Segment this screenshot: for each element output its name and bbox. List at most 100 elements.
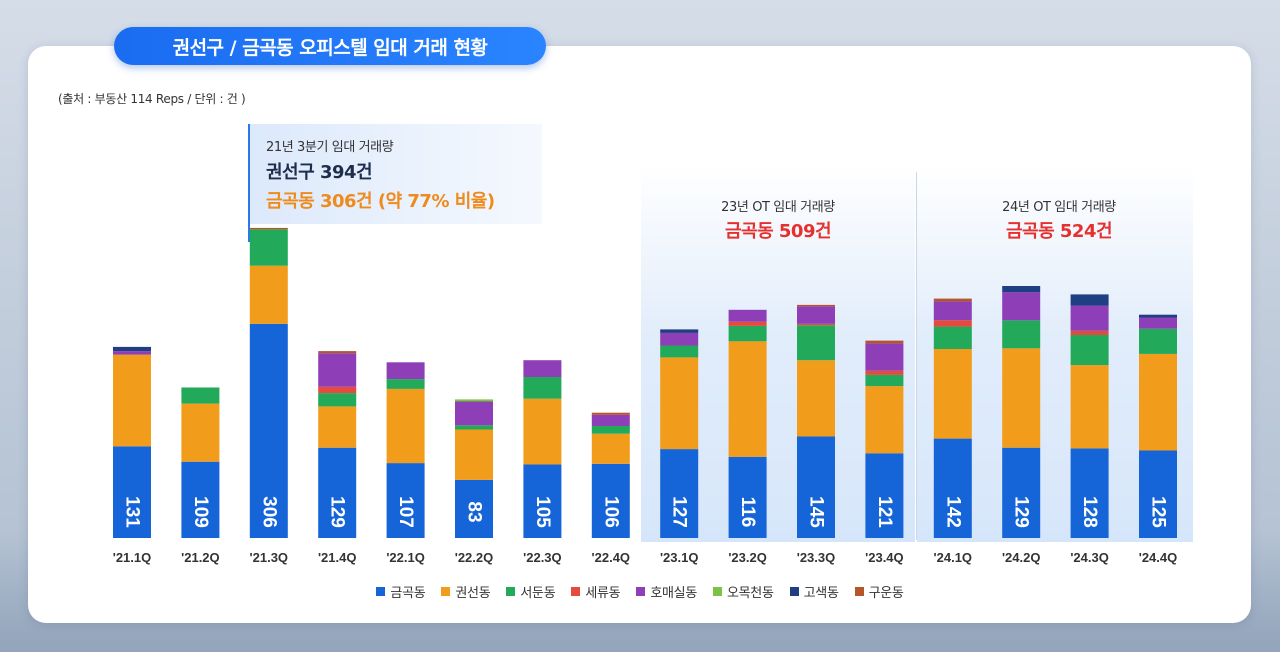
highlight-gwonseon-total: 권선구 394건	[266, 162, 373, 183]
bar-segment-4-1	[386, 388, 425, 464]
bar-segment-12-2	[933, 326, 972, 349]
x-tick-label: '24.1Q	[934, 550, 973, 565]
legend-item: 서둔동	[506, 582, 556, 601]
bar-segment-6-1	[523, 398, 562, 465]
bar-segment-3-4	[318, 353, 357, 387]
bar-segment-5-2	[455, 425, 493, 430]
bar-segment-8-0	[660, 449, 699, 538]
bar-value-label: 127	[669, 496, 690, 528]
zone-2023-value: 금곡동 509건	[724, 221, 832, 242]
bar-segment-12-0	[933, 438, 972, 538]
bar-segment-9-2	[728, 325, 767, 342]
bar-segment-14-6	[1070, 294, 1109, 306]
x-tick-label: '22.3Q	[523, 550, 562, 565]
legend-label: 세류동	[585, 586, 621, 601]
bar-segment-1-1	[181, 403, 220, 462]
bar-segment-8-4	[660, 332, 699, 346]
bar-segment-14-0	[1070, 448, 1109, 538]
bar-segment-10-1	[797, 360, 835, 437]
highlight-subtitle: 21년 3분기 임대 거래량	[266, 140, 394, 155]
bar-segment-8-2	[660, 345, 699, 358]
bar-value-label: 105	[532, 496, 553, 528]
bar-segment-5-5	[455, 399, 493, 402]
legend-swatch	[376, 587, 386, 596]
bar-segment-9-0	[728, 456, 767, 538]
legend-label: 서둔동	[520, 586, 556, 601]
bar-segment-12-7	[933, 298, 972, 302]
bar-segment-10-2	[797, 325, 835, 361]
bar-value-label: 129	[1011, 496, 1032, 528]
bar-segment-7-1	[591, 433, 630, 464]
page-title: 권선구 / 금곡동 오피스텔 임대 거래 현황	[114, 27, 546, 65]
zone-2023-subtitle: 23년 OT 임대 거래량	[721, 200, 835, 215]
bar-segment-6-4	[523, 360, 562, 377]
bar-segment-10-4	[797, 306, 835, 324]
bar-segment-3-1	[318, 406, 357, 448]
bar-value-label: 142	[942, 496, 963, 528]
bar-value-label: 306	[258, 496, 279, 528]
bar-segment-11-0	[865, 453, 904, 538]
legend-label: 구운동	[868, 586, 904, 601]
x-tick-label: '21.3Q	[250, 550, 289, 565]
legend-label: 오목천동	[726, 586, 774, 601]
x-tick-label: '22.4Q	[592, 550, 631, 565]
x-tick-label: '21.4Q	[318, 550, 357, 565]
bar-segment-4-0	[386, 463, 425, 538]
bar-segment-14-3	[1070, 330, 1109, 335]
legend-swatch	[571, 587, 581, 596]
legend-label: 금곡동	[390, 586, 426, 601]
bar-segment-7-7	[591, 412, 630, 415]
legend-swatch	[854, 587, 864, 596]
legend-item: 권선동	[441, 582, 491, 601]
bar-segment-15-2	[1139, 328, 1177, 354]
bar-segment-7-4	[591, 414, 630, 426]
bar-segment-13-2	[1002, 320, 1041, 349]
bar-segment-6-0	[523, 464, 562, 538]
legend-item: 금곡동	[376, 582, 426, 601]
x-tick-label: '23.4Q	[865, 550, 904, 565]
source-note: (출처 : 부동산 114 Reps / 단위 : 건 )	[58, 92, 246, 106]
bar-segment-15-1	[1139, 353, 1177, 451]
bar-segment-15-6	[1139, 314, 1177, 318]
bar-segment-4-4	[386, 362, 425, 380]
bar-segment-13-4	[1002, 292, 1041, 321]
zone-separator	[916, 172, 917, 540]
bar-segment-8-6	[660, 329, 699, 333]
x-tick-label: '22.2Q	[455, 550, 494, 565]
legend-item: 오목천동	[712, 582, 774, 601]
bar-value-label: 125	[1148, 496, 1169, 528]
bar-segment-14-2	[1070, 335, 1109, 366]
bar-segment-10-0	[797, 436, 835, 538]
bar-segment-0-6	[113, 346, 151, 352]
legend-label: 호매실동	[650, 586, 697, 601]
bar-segment-3-7	[318, 351, 357, 354]
bar-segment-1-2	[181, 387, 220, 404]
bar-segment-3-0	[318, 447, 357, 538]
bar-value-label: 106	[600, 496, 621, 528]
bar-segment-3-3	[318, 386, 357, 394]
highlight-line	[248, 124, 250, 242]
bar-segment-0-4	[113, 351, 151, 355]
zone-2024-subtitle: 24년 OT 임대 거래량	[1002, 200, 1116, 215]
bar-segment-5-4	[455, 401, 493, 426]
bar-segment-9-1	[728, 341, 767, 457]
x-tick-label: '21.1Q	[113, 550, 152, 565]
x-tick-label: '22.1Q	[386, 550, 425, 565]
x-tick-label: '23.3Q	[797, 550, 836, 565]
bar-segment-3-2	[318, 393, 357, 407]
x-tick-label: '21.2Q	[181, 550, 220, 565]
bar-segment-2-1	[249, 265, 288, 324]
legend-swatch	[636, 587, 646, 596]
bar-segment-14-4	[1070, 305, 1109, 331]
x-tick-label: '24.3Q	[1070, 550, 1109, 565]
bar-segment-4-2	[386, 379, 425, 389]
bar-segment-15-0	[1139, 450, 1177, 538]
bar-value-label: 129	[327, 496, 348, 528]
x-tick-label: '23.2Q	[728, 550, 767, 565]
x-tick-label: '24.4Q	[1139, 550, 1178, 565]
bar-segment-1-0	[181, 461, 220, 538]
bar-segment-11-4	[865, 343, 904, 371]
bar-segment-2-0	[249, 323, 288, 538]
bar-segment-0-0	[113, 446, 151, 538]
